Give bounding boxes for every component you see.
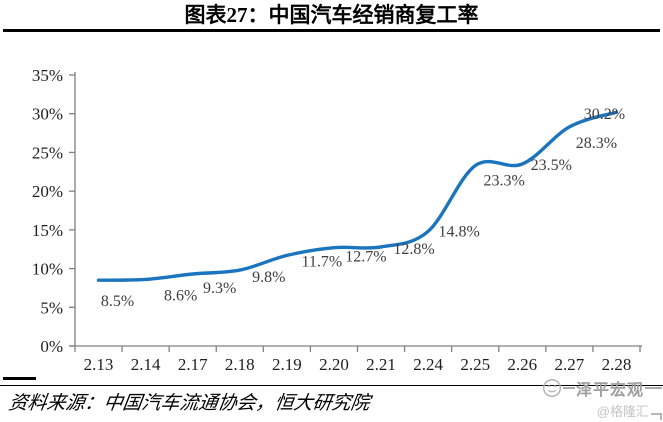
- data-label: 30.2%: [584, 106, 625, 123]
- x-axis-label: 2.25: [460, 355, 490, 374]
- line-chart: 0% 5% 10% 15% 20% 25% 30% 35% 2.13 2.14 2.17 2.18 2.…: [32, 66, 642, 374]
- watermark-dash-right: [645, 387, 662, 389]
- data-label: 28.3%: [576, 135, 617, 152]
- watermark-dash-left: [563, 387, 575, 389]
- source-note: 资料来源：中国汽车流通协会，恒大研究院: [7, 393, 372, 414]
- x-axis-label: 2.24: [413, 355, 443, 374]
- x-axis-label: 2.14: [131, 355, 161, 374]
- x-axis-label: 2.18: [225, 355, 255, 374]
- data-label: 9.3%: [203, 280, 236, 297]
- data-label: 8.5%: [101, 293, 134, 310]
- data-label: 23.5%: [531, 157, 572, 174]
- watermark-brand: 泽平宏观: [576, 382, 645, 399]
- x-axis-label: 2.20: [319, 355, 349, 374]
- footer-tick-mark: [3, 377, 36, 380]
- y-tick-label: 25%: [32, 143, 63, 162]
- watermark-handle: @格隆汇: [596, 404, 649, 419]
- y-tick-label: 10%: [32, 260, 63, 279]
- figure-title: 图表27：中国汽车经销商复工率: [184, 3, 479, 27]
- y-tick-label: 0%: [40, 337, 63, 356]
- series-line: [96, 110, 619, 282]
- footer-divider: [0, 385, 663, 386]
- watermark-row: 泽平宏观: [542, 376, 662, 400]
- data-label: 14.8%: [438, 223, 479, 240]
- x-axis-label: 2.21: [366, 355, 396, 374]
- x-axis-label: 2.28: [602, 355, 632, 374]
- x-axis-label: 2.13: [84, 355, 114, 374]
- x-axis-label: 2.26: [507, 355, 537, 374]
- y-tick-label: 30%: [32, 105, 63, 124]
- y-tick-label: 15%: [32, 221, 63, 240]
- data-label: 23.3%: [484, 173, 525, 190]
- data-label: 9.8%: [252, 269, 285, 286]
- title-divider: [3, 29, 660, 32]
- x-axis-label: 2.27: [555, 355, 585, 374]
- data-label: 11.7%: [302, 253, 343, 270]
- data-label: 12.8%: [393, 241, 434, 258]
- y-tick-label: 5%: [40, 298, 63, 317]
- watermark-corner-mark: [651, 413, 662, 420]
- brand-logo-icon: [542, 378, 562, 398]
- data-label: 8.6%: [164, 287, 197, 304]
- y-tick-label: 20%: [32, 182, 63, 201]
- data-label: 12.7%: [345, 249, 386, 266]
- x-axis-label: 2.17: [178, 355, 208, 374]
- x-axis-label: 2.19: [272, 355, 302, 374]
- watermark: 泽平宏观 @格隆汇: [542, 376, 662, 420]
- y-tick-label: 35%: [32, 66, 63, 85]
